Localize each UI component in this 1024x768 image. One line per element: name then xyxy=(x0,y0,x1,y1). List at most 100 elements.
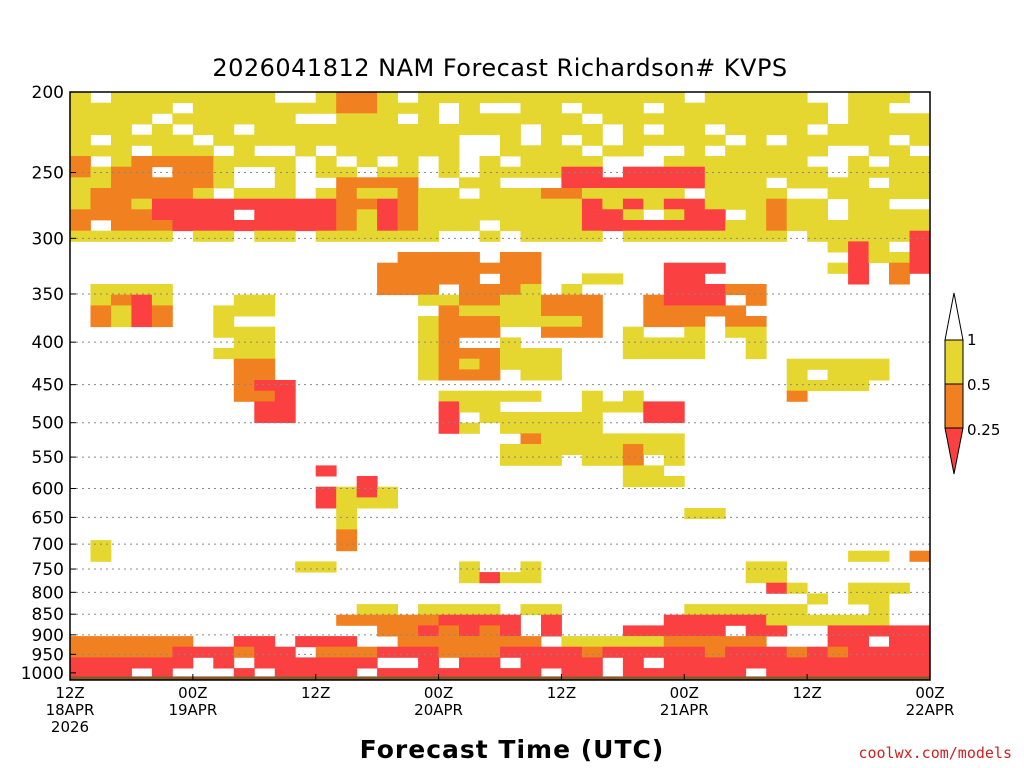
heatmap-cell xyxy=(889,657,910,669)
heatmap-cell xyxy=(192,198,214,210)
heatmap-cell xyxy=(151,198,173,210)
heatmap-cell xyxy=(111,209,132,221)
heatmap-cell xyxy=(151,177,173,189)
heatmap-cell xyxy=(602,113,624,125)
heatmap-cell xyxy=(459,604,480,616)
heatmap-cell xyxy=(315,102,337,114)
heatmap-cell xyxy=(315,636,337,648)
heatmap-cell xyxy=(151,646,173,658)
heatmap-cell xyxy=(909,241,931,253)
heatmap-cell xyxy=(745,230,767,242)
heatmap-cell xyxy=(848,102,869,114)
heatmap-cell xyxy=(541,230,562,242)
heatmap-cell xyxy=(254,348,276,360)
heatmap-cell xyxy=(745,198,767,210)
heatmap-cell xyxy=(745,646,767,658)
heatmap-cell xyxy=(438,220,460,232)
heatmap-cell xyxy=(295,220,317,232)
heatmap-cell xyxy=(418,636,439,648)
heatmap-cell xyxy=(479,326,501,338)
heatmap-cell xyxy=(622,444,644,456)
heatmap-cell xyxy=(377,273,398,285)
heatmap-cell xyxy=(479,348,501,360)
heatmap-cell xyxy=(233,113,255,125)
heatmap-cell xyxy=(541,92,562,104)
heatmap-cell xyxy=(786,646,808,658)
heatmap-cell xyxy=(151,220,173,232)
heatmap-cell xyxy=(397,636,419,648)
heatmap-cell xyxy=(520,636,542,648)
heatmap-cell xyxy=(356,177,378,189)
heatmap-cell xyxy=(520,668,542,677)
heatmap-cell xyxy=(254,390,276,402)
heatmap-cell xyxy=(459,262,480,274)
heatmap-cell xyxy=(500,262,521,274)
heatmap-cell xyxy=(622,454,644,466)
heatmap-cell xyxy=(336,508,358,520)
heatmap-cell xyxy=(254,369,276,381)
heatmap-cell xyxy=(868,625,890,637)
heatmap-cell xyxy=(70,636,91,648)
heatmap-cell xyxy=(336,529,358,541)
heatmap-cell xyxy=(315,657,337,669)
heatmap-cell xyxy=(213,305,235,317)
heatmap-cell xyxy=(172,177,194,189)
heatmap-cell xyxy=(459,422,480,434)
heatmap-cell xyxy=(213,220,235,232)
heatmap-cell xyxy=(336,177,358,189)
heatmap-cell xyxy=(315,166,337,178)
heatmap-cell xyxy=(848,273,869,285)
heatmap-cell xyxy=(766,124,788,136)
heatmap-cell xyxy=(889,177,910,189)
heatmap-cell xyxy=(848,177,869,189)
heatmap-cell xyxy=(602,92,624,104)
heatmap-cell xyxy=(807,198,828,210)
heatmap-cell xyxy=(274,230,296,242)
heatmap-cell xyxy=(827,358,849,370)
heatmap-cell xyxy=(151,316,173,328)
heatmap-cell xyxy=(70,198,91,210)
heatmap-cell xyxy=(807,614,828,626)
heatmap-cell xyxy=(500,284,521,296)
y-tick-label: 400 xyxy=(32,333,64,353)
heatmap-cell xyxy=(889,262,910,274)
heatmap-cell xyxy=(684,337,706,349)
heatmap-cell xyxy=(254,188,276,200)
heatmap-cell xyxy=(868,209,890,221)
heatmap-cell xyxy=(745,316,767,328)
heatmap-cell xyxy=(786,657,808,669)
heatmap-cell xyxy=(704,668,726,677)
heatmap-cell xyxy=(438,646,460,658)
heatmap-cell xyxy=(377,102,398,114)
heatmap-cell xyxy=(356,657,378,669)
heatmap-cell xyxy=(766,582,788,594)
heatmap-cell xyxy=(418,209,439,221)
heatmap-cell xyxy=(581,294,603,306)
heatmap-cell xyxy=(561,209,583,221)
heatmap-cell xyxy=(848,625,869,637)
heatmap-cell xyxy=(479,262,501,274)
heatmap-cell xyxy=(889,124,910,136)
heatmap-cell xyxy=(172,209,194,221)
heatmap-cell xyxy=(438,198,460,210)
heatmap-cell xyxy=(663,124,685,136)
heatmap-cell xyxy=(377,486,398,498)
heatmap-cell xyxy=(909,252,931,264)
heatmap-cell xyxy=(459,561,480,573)
heatmap-cell xyxy=(254,326,276,338)
heatmap-cell xyxy=(581,444,603,456)
heatmap-cell xyxy=(643,316,665,328)
heatmap-cell xyxy=(663,657,685,669)
heatmap-cell xyxy=(500,454,521,466)
heatmap-cell xyxy=(479,284,501,296)
heatmap-cell xyxy=(807,230,828,242)
heatmap-cell xyxy=(725,156,747,168)
heatmap-cell xyxy=(233,294,255,306)
heatmap-cell xyxy=(397,646,419,658)
heatmap-cell xyxy=(622,476,644,488)
heatmap-cell xyxy=(745,134,767,146)
y-tick-label: 350 xyxy=(32,285,64,305)
heatmap-cell xyxy=(459,625,480,637)
heatmap-cell xyxy=(459,294,480,306)
heatmap-cell xyxy=(622,166,644,178)
